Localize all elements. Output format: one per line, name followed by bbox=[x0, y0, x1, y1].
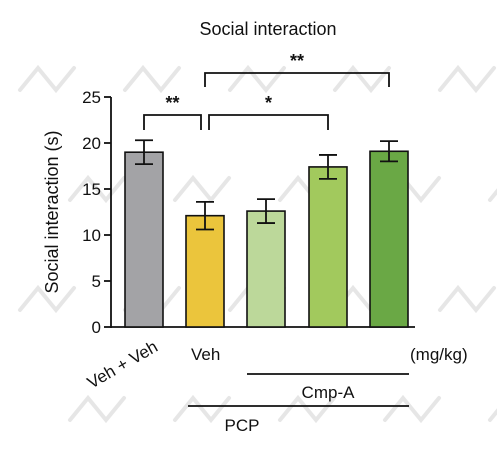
y-axis-label: Social interaction (s) bbox=[42, 130, 62, 293]
watermark-mark bbox=[383, 394, 441, 424]
watermark-mark bbox=[438, 64, 496, 94]
watermark-mark bbox=[173, 174, 231, 204]
watermark-mark bbox=[278, 394, 336, 424]
significance-label: * bbox=[265, 93, 272, 113]
unit-label: (mg/kg) bbox=[410, 345, 468, 364]
bar bbox=[246, 210, 286, 328]
significance-label: ** bbox=[165, 93, 179, 113]
significance-brackets: ** *** bbox=[143, 51, 390, 130]
y-tick-label: 20 bbox=[82, 134, 101, 153]
watermark-mark bbox=[173, 394, 231, 424]
significance-label: ** bbox=[290, 51, 304, 71]
watermark-mark bbox=[488, 188, 497, 202]
watermark-mark bbox=[488, 408, 497, 422]
watermark-mark bbox=[333, 64, 391, 94]
x-label-cmp-a: Cmp-A bbox=[302, 383, 356, 402]
watermark-mark bbox=[18, 284, 76, 314]
significance-bracket bbox=[204, 72, 390, 87]
watermark-mark bbox=[123, 64, 181, 94]
watermark-mark bbox=[68, 174, 126, 204]
y-tick-label: 25 bbox=[82, 88, 101, 107]
bar bbox=[308, 166, 348, 328]
bars bbox=[124, 139, 409, 328]
significance-bracket bbox=[208, 114, 329, 130]
x-label-veh-veh: Veh + Veh bbox=[84, 337, 161, 392]
axes: 0 5 10 15 20 25 bbox=[82, 88, 415, 337]
bar bbox=[185, 214, 225, 328]
watermark-mark bbox=[68, 394, 126, 424]
x-label-veh: Veh bbox=[191, 345, 220, 364]
y-tick-label: 10 bbox=[82, 226, 101, 245]
bar bbox=[369, 150, 409, 328]
watermark-mark bbox=[228, 64, 286, 94]
watermark-mark bbox=[438, 284, 496, 314]
y-tick-label: 5 bbox=[92, 272, 101, 291]
significance-bracket bbox=[143, 114, 202, 130]
bar bbox=[124, 151, 164, 328]
x-label-pcp: PCP bbox=[225, 416, 260, 435]
watermark-mark bbox=[18, 64, 76, 94]
y-tick-label: 0 bbox=[92, 318, 101, 337]
y-tick-label: 15 bbox=[82, 180, 101, 199]
chart-title: Social interaction bbox=[199, 19, 336, 39]
